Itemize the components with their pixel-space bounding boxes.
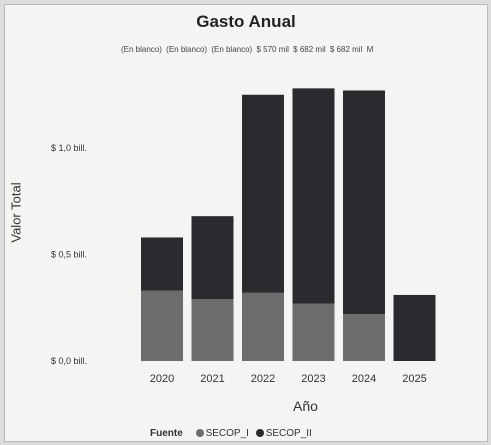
legend-title: Fuente: [150, 428, 183, 439]
legend-label-secop-ii[interactable]: SECOP_II: [265, 428, 312, 439]
subtitle-label: $ 570 mil: [256, 45, 289, 54]
subtitle-label: M: [366, 45, 374, 54]
chart-subtitle: (En blanco) (En blanco) (En blanco) $ 57…: [121, 45, 481, 54]
subtitle-label: (En blanco): [121, 45, 162, 54]
bar-secop-ii-2021[interactable]: [191, 216, 234, 300]
bar-secop-i-2021[interactable]: [191, 299, 234, 361]
x-tick-label: 2022: [251, 373, 275, 385]
x-tick-label: 2023: [301, 373, 325, 385]
legend-swatch-secop-i: [195, 429, 204, 437]
y-tick-label: $ 0,5 bill.: [51, 250, 87, 260]
bar-secop-ii-2024[interactable]: [343, 90, 385, 315]
legend-label-secop-i[interactable]: SECOP_I: [205, 428, 249, 439]
bar-secop-i-2020[interactable]: [141, 290, 183, 361]
bar-secop-i-2024[interactable]: [343, 314, 385, 361]
x-tick-label: 2021: [200, 373, 224, 385]
legend: Fuente SECOP_I SECOP_II: [150, 428, 312, 439]
x-tick-label: 2025: [402, 373, 426, 385]
y-tick-label: $ 0,0 bill.: [51, 356, 87, 366]
x-axis-label: Año: [293, 398, 318, 414]
subtitle-label: (En blanco): [166, 45, 208, 54]
x-tick-label: 2024: [352, 373, 376, 385]
chart-title: Gasto Anual: [196, 12, 296, 31]
subtitle-label: $ 682 mil: [329, 45, 363, 54]
bar-secop-i-2022[interactable]: [242, 292, 284, 361]
subtitle-label: (En blanco): [211, 45, 253, 54]
bar-secop-ii-2025[interactable]: [393, 294, 436, 361]
y-tick-label: $ 1,0 bill.: [51, 143, 87, 153]
legend-swatch-secop-ii: [255, 429, 264, 437]
x-tick-label: 2020: [150, 373, 174, 385]
bar-secop-i-2023[interactable]: [292, 303, 335, 361]
bar-secop-ii-2022[interactable]: [242, 94, 284, 293]
bar-secop-ii-2023[interactable]: [292, 88, 335, 304]
bar-secop-ii-2020[interactable]: [141, 237, 183, 291]
subtitle-label: $ 682 mil: [293, 45, 326, 54]
